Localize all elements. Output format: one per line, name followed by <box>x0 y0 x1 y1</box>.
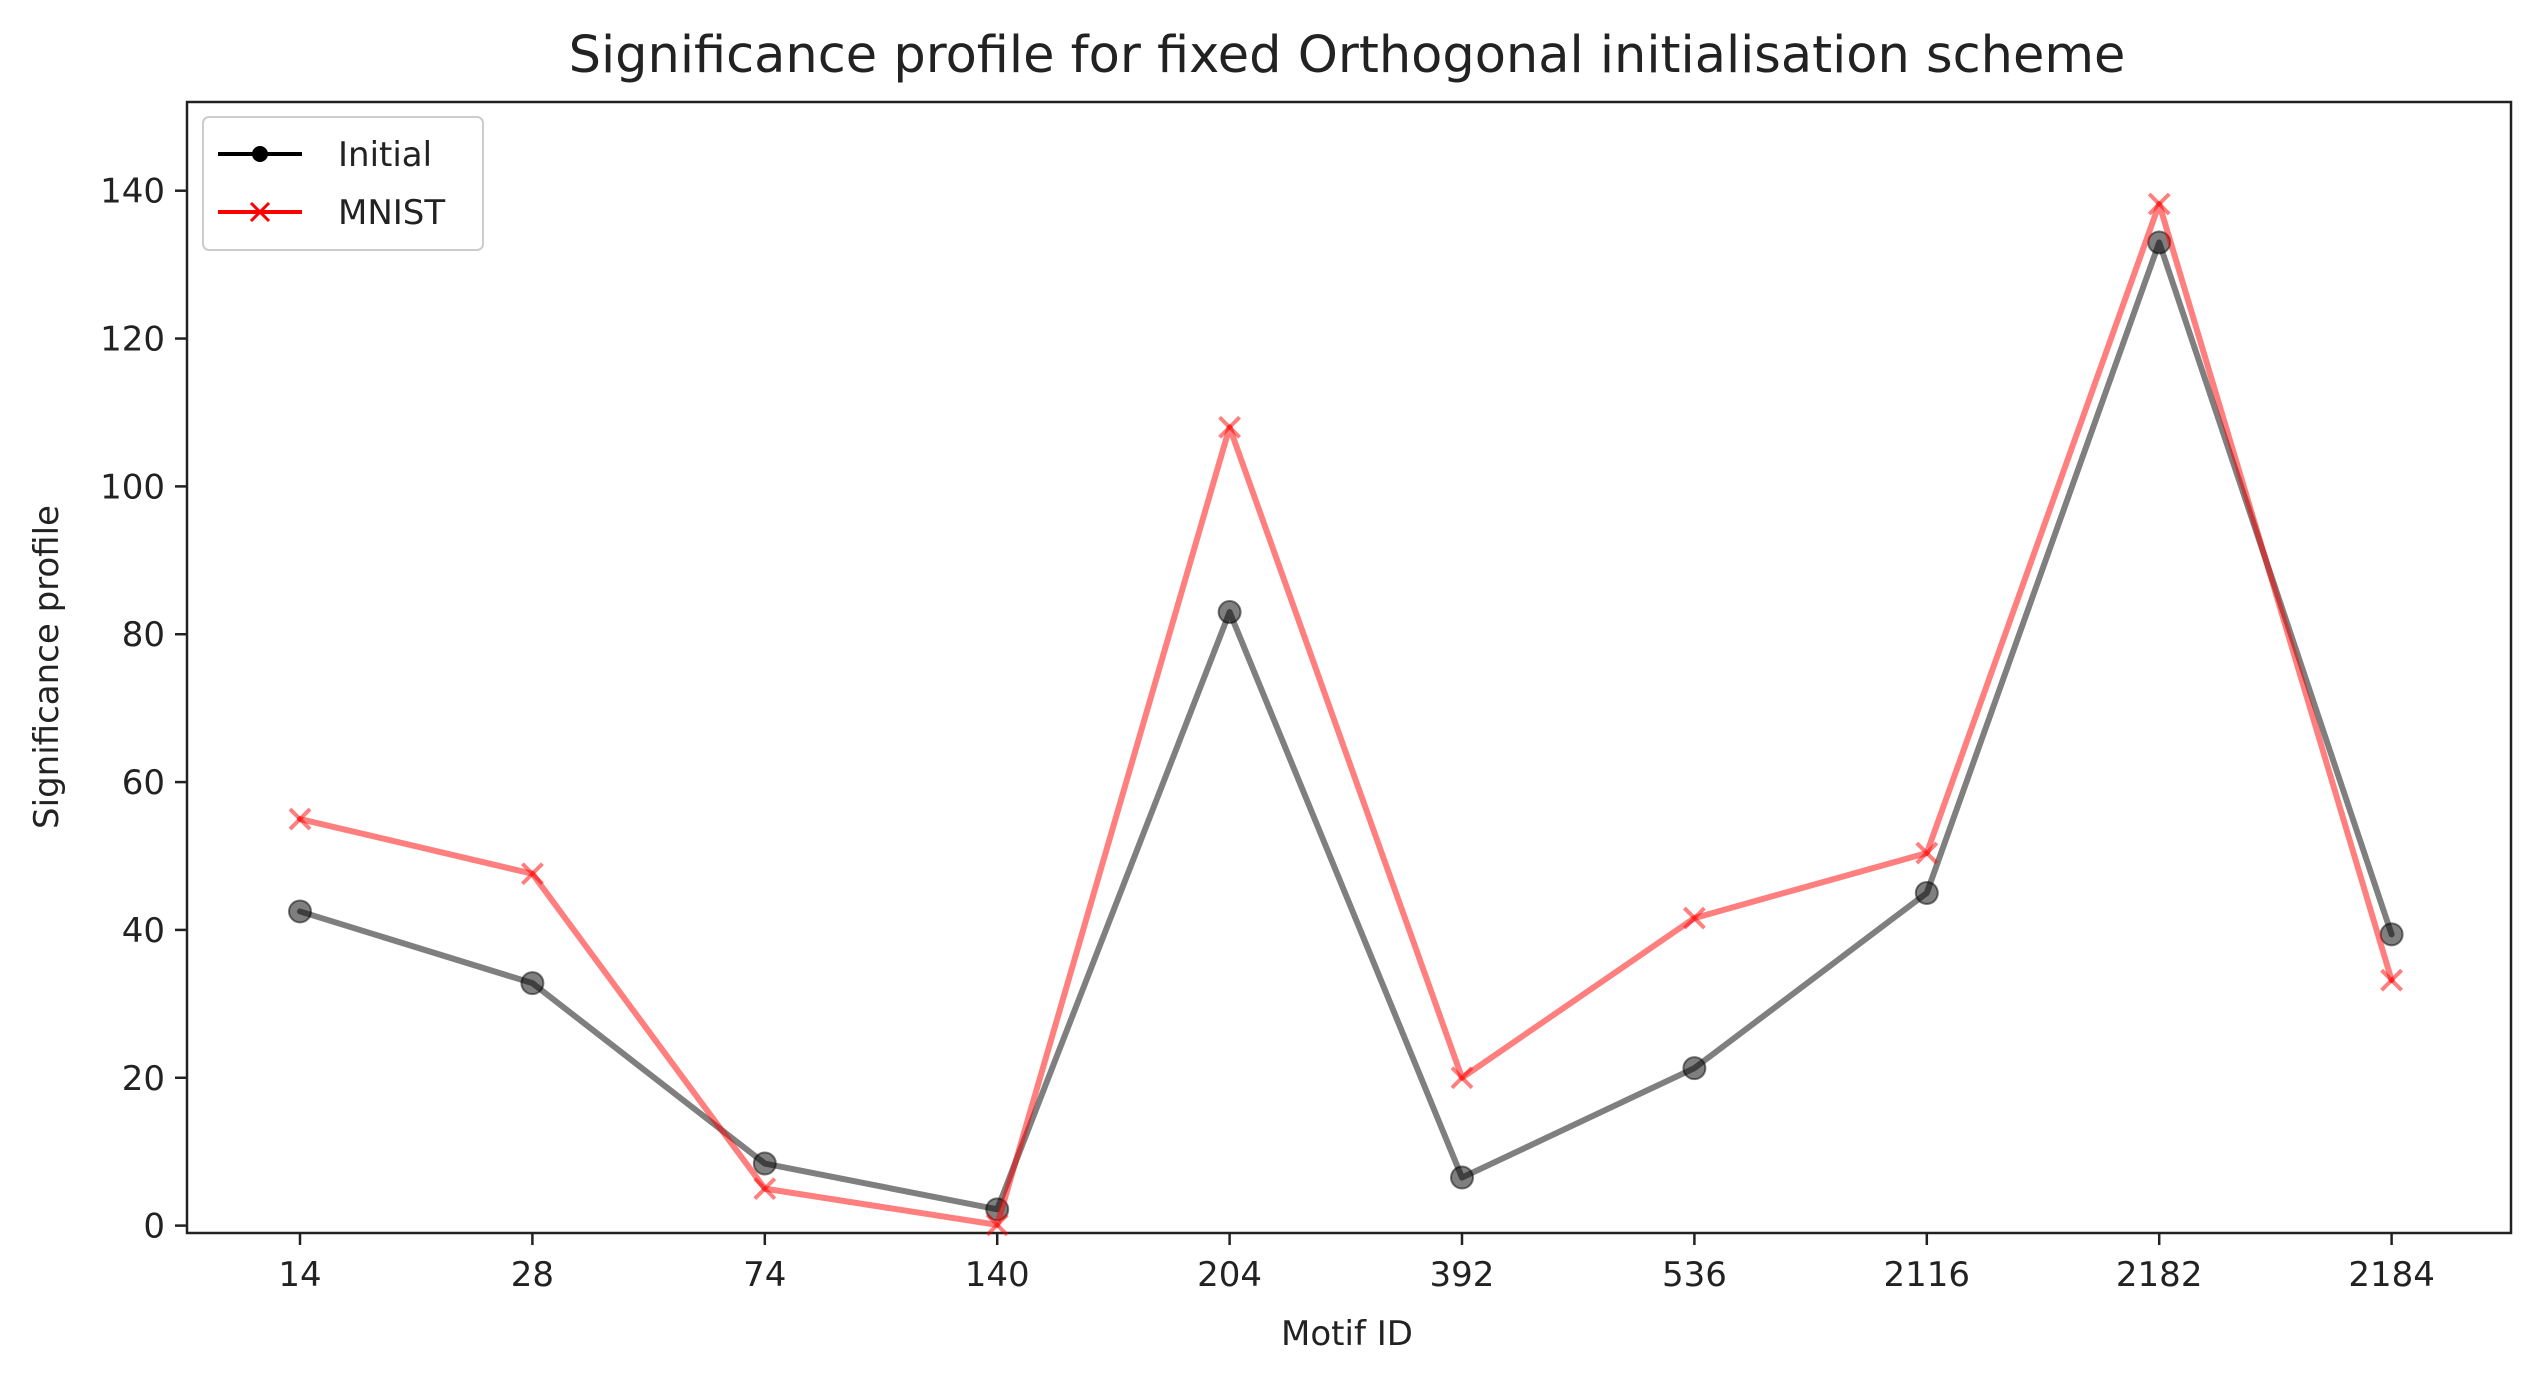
data-point-mnist <box>2380 968 2404 992</box>
data-point-mnist <box>1450 1066 1474 1090</box>
data-point-stroke <box>1682 906 1706 930</box>
data-point-stroke <box>520 862 544 886</box>
chart-title: Significance profile for fixed Orthogona… <box>569 26 2126 85</box>
y-axis-label: Significance profile <box>27 505 67 829</box>
data-point-mnist <box>1915 841 1939 865</box>
series-line-mnist <box>297 201 2395 1228</box>
y-tick-label: 60 <box>122 763 165 803</box>
x-axis: 14 28 74 140 204 392 536 2116 2182 2184 <box>278 1233 2435 1295</box>
x-tick-label: 204 <box>1197 1255 1262 1295</box>
data-point-stroke <box>2147 192 2171 216</box>
x-tick-label: 74 <box>743 1255 786 1295</box>
y-tick-label: 0 <box>143 1207 165 1247</box>
x-tick-label: 536 <box>1662 1255 1727 1295</box>
data-point-initial <box>1217 600 1242 625</box>
y-tick-label: 80 <box>122 615 165 655</box>
legend-marker-initial <box>252 146 268 162</box>
y-tick-label: 40 <box>122 911 165 951</box>
y-tick-label: 100 <box>100 467 165 507</box>
x-tick-label: 14 <box>278 1255 321 1295</box>
data-point-stroke <box>2380 968 2404 992</box>
data-point-stroke <box>1915 841 1939 865</box>
y-tick-label: 20 <box>122 1059 165 1099</box>
data-point-initial <box>288 899 312 924</box>
data-point-initial <box>1914 880 1939 905</box>
data-point-mnist <box>753 1177 777 1201</box>
data-point-stroke <box>288 807 312 831</box>
data-point-stroke <box>1450 1066 1474 1090</box>
x-axis-label: Motif ID <box>1281 1314 1413 1354</box>
x-tick-label: 2116 <box>1884 1255 1971 1295</box>
data-point-mnist <box>2147 192 2171 216</box>
data-point-initial <box>2379 922 2404 947</box>
y-tick-label: 120 <box>100 320 165 360</box>
data-point-stroke <box>985 1213 1009 1237</box>
data-point-mnist <box>520 862 544 886</box>
series-layer <box>288 192 2404 1237</box>
data-point-initial <box>1682 1056 1707 1081</box>
series-line-initial <box>297 239 2395 1213</box>
legend-label-initial: Initial <box>338 135 432 175</box>
data-point-mnist <box>985 1213 1009 1237</box>
data-point-mnist <box>1218 415 1242 439</box>
data-point-initial <box>520 971 545 996</box>
plot-border <box>185 100 2513 1235</box>
data-point-stroke <box>1218 415 1242 439</box>
data-point-mnist <box>1682 906 1706 930</box>
data-point-initial <box>1450 1165 1474 1190</box>
series-mnist <box>288 192 2404 1237</box>
y-axis: 0 20 40 60 80 100 120 140 <box>100 172 187 1247</box>
legend-label-mnist: MNIST <box>338 193 445 233</box>
legend-marker-mnist-b <box>249 201 271 223</box>
x-tick-label: 2184 <box>2348 1255 2435 1295</box>
plot-area <box>185 100 2513 1235</box>
x-tick-label: 392 <box>1430 1255 1495 1295</box>
data-point-mnist <box>288 807 312 831</box>
legend: Initial MNIST <box>202 116 484 251</box>
x-tick-label: 28 <box>511 1255 554 1295</box>
y-tick-label: 140 <box>100 172 165 212</box>
data-point-stroke <box>753 1177 777 1201</box>
x-tick-label: 140 <box>965 1255 1030 1295</box>
legend-box <box>202 116 484 251</box>
x-tick-label: 2182 <box>2116 1255 2203 1295</box>
data-point-initial <box>752 1151 777 1176</box>
